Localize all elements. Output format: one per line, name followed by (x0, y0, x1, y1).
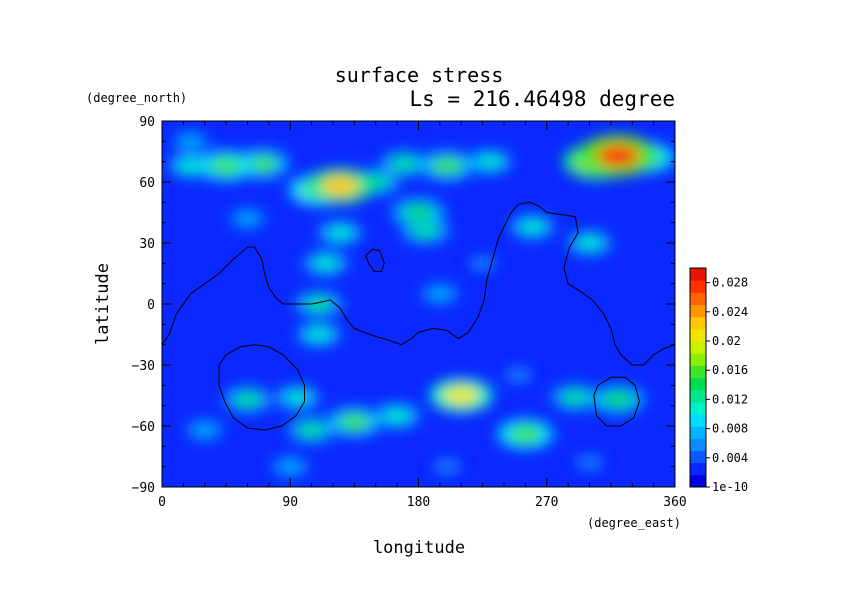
contour-layer (162, 201, 675, 431)
y-tick-label: 60 (139, 176, 155, 191)
colorbar-labels: 1e-10 0.004 0.008 0.012 0.016 0.02 0.024 0.028 (706, 276, 748, 494)
heat-core-22 (561, 390, 589, 405)
heat-core-7 (428, 287, 452, 301)
heat-core-25 (403, 204, 434, 221)
heat-core-23 (233, 392, 262, 407)
heat-core-2 (471, 257, 494, 270)
colorbar-frame (689, 267, 707, 488)
heat-core-5 (179, 135, 202, 148)
heat-core-12 (306, 327, 332, 342)
heat-core-16 (576, 236, 603, 250)
colorbar-band-14 (690, 304, 706, 318)
colorbar-band-5 (690, 414, 706, 427)
plot-area (162, 121, 675, 487)
chart-title: surface stress (335, 63, 504, 87)
colorbar-band-6 (690, 401, 706, 415)
y-unit-label: (degree_north) (86, 91, 187, 105)
colorbar-label: 0.012 (712, 392, 748, 406)
colorbar-bands (690, 268, 706, 488)
colorbar-label: 0.008 (712, 422, 748, 436)
colorbar-band-0 (690, 474, 706, 488)
colorbar-band-7 (690, 389, 706, 403)
colorbar-band-8 (690, 377, 706, 391)
heat-core-36 (321, 176, 359, 196)
heat-layer (167, 130, 675, 479)
y-tick-label: 0 (147, 298, 155, 313)
colorbar-band-3 (690, 438, 706, 451)
heat-core-9 (177, 158, 204, 173)
heat-core-34 (443, 386, 479, 405)
heat-core-19 (390, 156, 418, 172)
heat-core-29 (339, 413, 370, 431)
colorbar-label: 0.028 (712, 276, 748, 290)
heat-core-24 (305, 296, 333, 312)
y-axis-label: latitude (93, 263, 113, 345)
colorbar-label: 0.024 (712, 305, 748, 319)
heat-core-8 (278, 460, 302, 474)
colorbar-band-9 (690, 365, 706, 378)
colorbar-label: 1e-10 (712, 480, 748, 494)
heat-core-10 (477, 154, 503, 169)
y-tick-label: 90 (139, 115, 155, 130)
heat-core-20 (411, 223, 440, 239)
y-tick-label: −90 (132, 481, 155, 496)
colorbar-band-10 (690, 353, 706, 366)
heat-core-13 (313, 256, 339, 271)
chart-subtitle: Ls = 216.46498 degree (409, 87, 675, 111)
heat-core-21 (297, 422, 326, 438)
heat-core-0 (578, 456, 601, 469)
y-tick-label: −30 (132, 359, 155, 374)
field-background (162, 121, 675, 487)
colorbar-label: 0.004 (712, 451, 748, 465)
heat-core-4 (236, 212, 259, 225)
colorbar-band-1 (690, 462, 706, 476)
heat-core-11 (284, 390, 311, 405)
x-axis: 0 90 180 270 360 (158, 121, 687, 510)
x-tick-label: 360 (663, 495, 686, 510)
island-outline (365, 248, 385, 272)
y-tick-label: 30 (139, 237, 155, 252)
x-unit-label: (degree_east) (587, 516, 681, 530)
colorbar: 1e-10 0.004 0.008 0.012 0.016 0.02 0.024 0.028 (689, 267, 748, 494)
x-axis-label: longitude (373, 538, 465, 558)
colorbar-label: 0.016 (712, 363, 748, 377)
heat-core-6 (193, 423, 217, 437)
crater-outline-1 (218, 344, 305, 431)
colorbar-band-11 (690, 341, 706, 354)
heat-core-15 (519, 219, 546, 234)
heat-core-31 (210, 157, 242, 175)
colorbar-band-16 (690, 280, 706, 293)
x-tick-label: 0 (158, 495, 166, 510)
colorbar-band-4 (690, 426, 706, 439)
x-tick-label: 180 (407, 495, 430, 510)
heat-core-17 (383, 408, 411, 423)
y-axis: 90 60 30 0 −30 −60 −90 (132, 115, 675, 496)
heat-core-14 (327, 225, 353, 240)
colorbar-band-13 (690, 316, 706, 330)
heat-core-1 (436, 460, 458, 473)
heat-core-32 (509, 425, 541, 443)
colorbar-band-17 (690, 268, 706, 281)
heat-core-28 (431, 157, 463, 174)
y-tick-label: −60 (132, 420, 155, 435)
x-tick-label: 90 (282, 495, 298, 510)
colorbar-label: 0.02 (712, 334, 741, 348)
heat-core-3 (507, 369, 529, 382)
colorbar-band-2 (690, 450, 706, 464)
colorbar-band-12 (690, 328, 706, 342)
x-tick-label: 270 (535, 495, 558, 510)
continent-outline-1 (162, 201, 675, 366)
heat-core-26 (603, 391, 633, 408)
heat-core-37 (596, 144, 640, 167)
colorbar-band-15 (690, 292, 706, 305)
crater-outline-2 (593, 376, 640, 427)
